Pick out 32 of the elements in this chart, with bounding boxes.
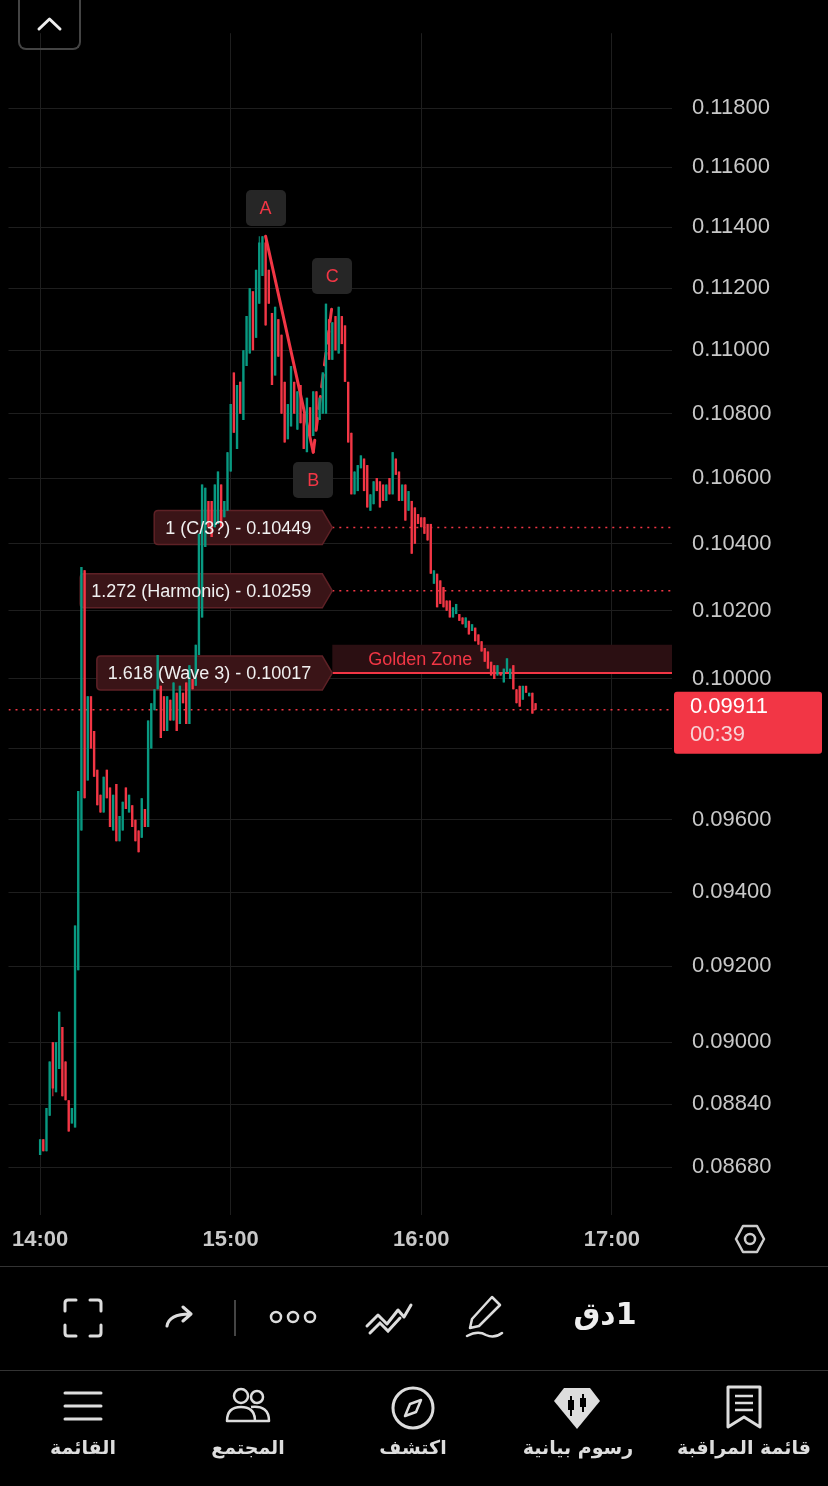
- text: 0.09911: [690, 692, 768, 718]
- text: قائمة المراقبة: [676, 1436, 812, 1458]
- x-tick-label: 17:00: [583, 1226, 640, 1252]
- y-tick-label: 0.09000: [692, 1028, 772, 1054]
- y-tick-label: 0.10400: [692, 529, 772, 555]
- y-tick-label: 0.10600: [692, 464, 772, 490]
- y-tick-label: 0.11800: [692, 94, 770, 120]
- x-tick-label: 14:00: [11, 1226, 69, 1252]
- y-tick-label: 0.09600: [692, 805, 772, 831]
- y-tick-label: 0.08840: [692, 1090, 772, 1116]
- y-tick-label: 0.10200: [692, 596, 772, 622]
- y-tick-label: 0.11000: [692, 336, 770, 362]
- annotation: C: [312, 257, 353, 294]
- y-tick-label: 0.10000: [692, 665, 772, 691]
- text: القائمة: [49, 1436, 117, 1458]
- y-tick-label: 0.11400: [692, 213, 770, 239]
- annotation: B: [293, 462, 334, 499]
- text: 00:39: [690, 720, 746, 746]
- y-tick-label: 0.09200: [692, 952, 772, 978]
- band-label: Golden Zone: [368, 648, 473, 669]
- y-tick-label: 0.11600: [692, 153, 770, 179]
- y-tick-label: 0.09400: [692, 878, 772, 904]
- annotation: A: [245, 190, 286, 227]
- text: اكتشف: [378, 1436, 448, 1458]
- text: المجتمع: [210, 1436, 286, 1458]
- text: 1دق: [572, 1296, 638, 1331]
- y-tick-label: 0.11200: [692, 274, 770, 300]
- x-tick-label: 16:00: [393, 1226, 450, 1252]
- y-tick-label: 0.08680: [692, 1153, 772, 1179]
- text: رسوم بيانية: [521, 1436, 635, 1458]
- y-tick-label: 0.10800: [692, 399, 772, 425]
- x-tick-label: 15:00: [202, 1226, 259, 1252]
